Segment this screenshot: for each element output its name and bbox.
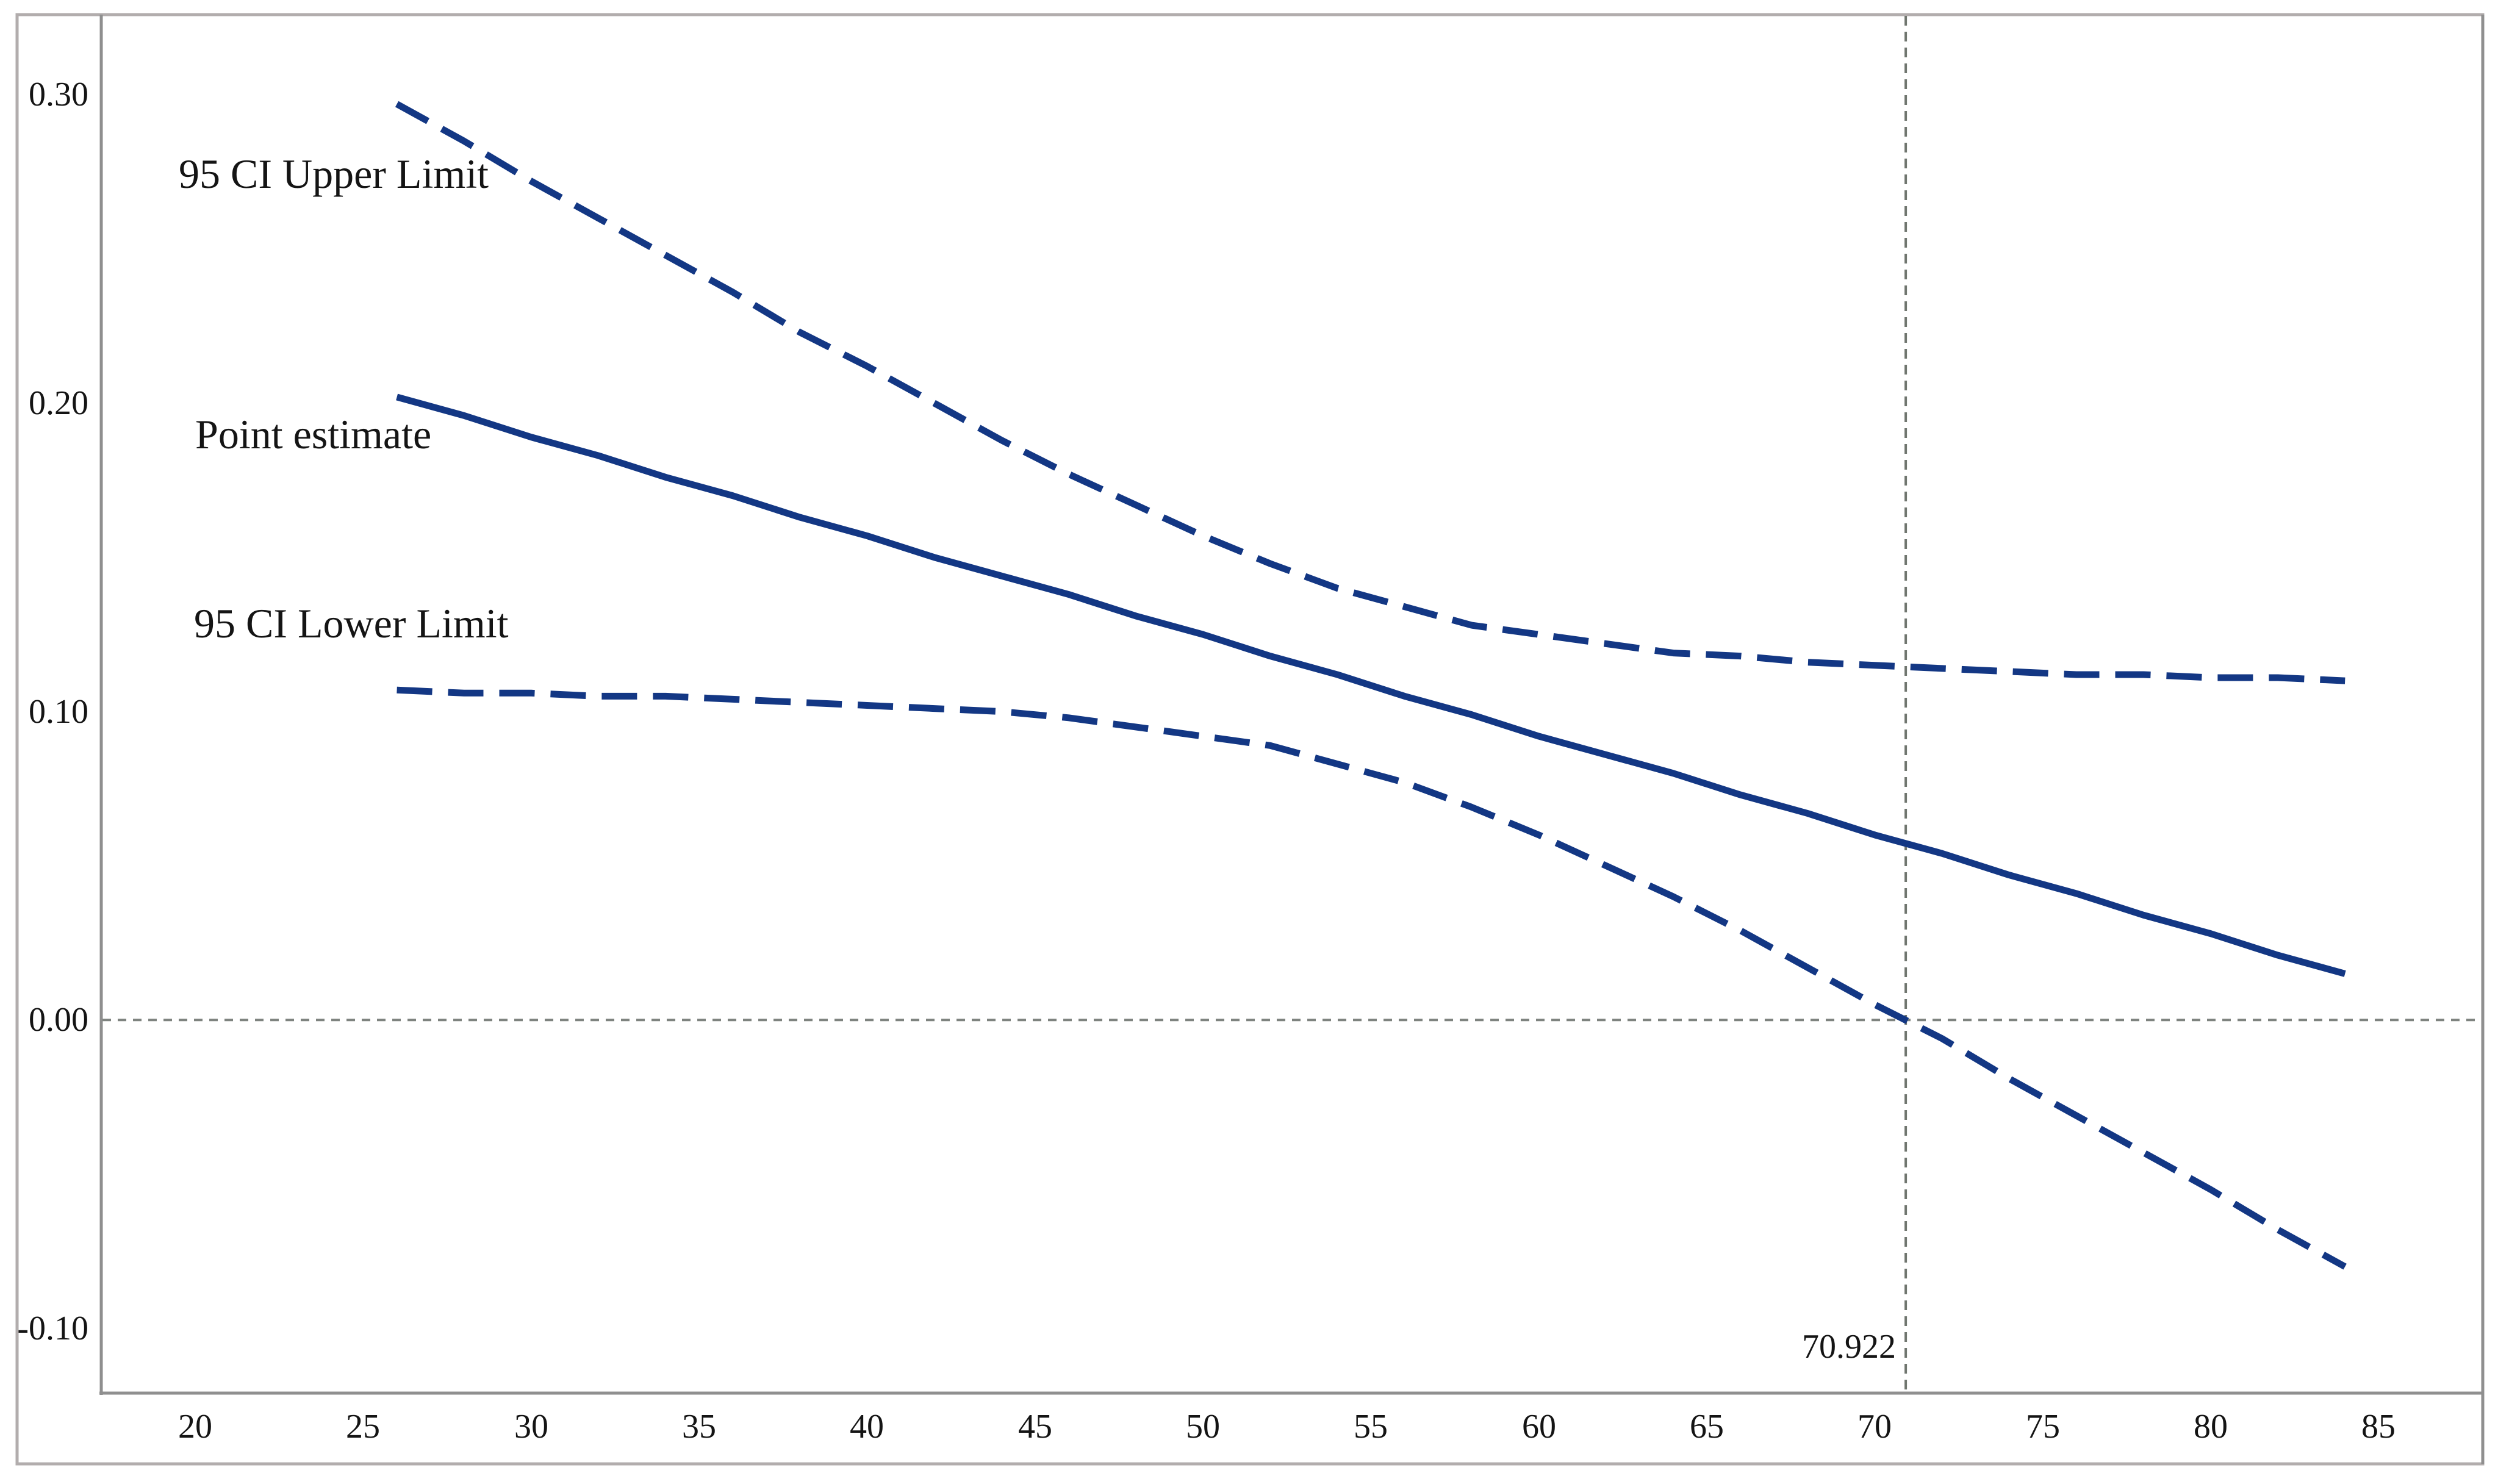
jn-threshold-label: 70.922 bbox=[1802, 1328, 1896, 1366]
x-tick-label: 50 bbox=[1186, 1408, 1220, 1446]
x-tick-label: 55 bbox=[1354, 1408, 1388, 1446]
x-tick-label: 20 bbox=[178, 1408, 212, 1446]
x-tick-label: 85 bbox=[2361, 1408, 2396, 1446]
x-tick-label: 30 bbox=[514, 1408, 548, 1446]
x-tick-label: 70 bbox=[1857, 1408, 1892, 1446]
upper-ci-label: 95 CI Upper Limit bbox=[179, 151, 489, 197]
x-tick-label: 60 bbox=[1522, 1408, 1556, 1446]
x-tick-label: 25 bbox=[346, 1408, 380, 1446]
y-tick-label: 0.00 bbox=[29, 1001, 88, 1039]
lower-ci-line bbox=[397, 686, 2347, 1270]
x-tick-label: 65 bbox=[1690, 1408, 1724, 1446]
point-estimate-label: Point estimate bbox=[195, 411, 432, 457]
point-estimate-line bbox=[396, 393, 2346, 977]
x-tick-label: 40 bbox=[850, 1408, 884, 1446]
figure-border bbox=[15, 13, 2485, 1466]
y-tick-label: 0.30 bbox=[29, 76, 88, 113]
x-tick-label: 80 bbox=[2194, 1408, 2228, 1446]
y-tick-label: -0.10 bbox=[17, 1310, 88, 1347]
y-tick-label: 0.10 bbox=[29, 693, 88, 731]
lower-ci-label: 95 CI Lower Limit bbox=[194, 600, 509, 647]
x-tick-label: 75 bbox=[2026, 1408, 2060, 1446]
x-tick-label: 45 bbox=[1018, 1408, 1052, 1446]
upper-ci-line bbox=[395, 101, 2345, 684]
y-tick-label: 0.20 bbox=[29, 384, 88, 422]
x-tick-label: 35 bbox=[682, 1408, 716, 1446]
